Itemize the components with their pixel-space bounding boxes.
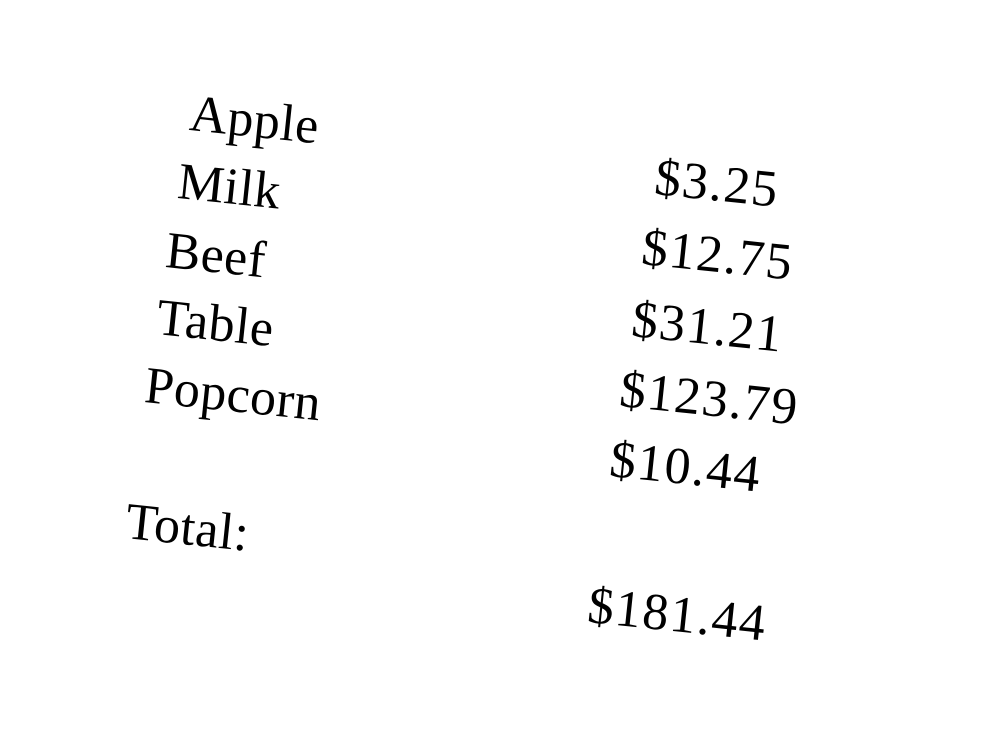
total-label: Total: [123,493,252,563]
item-name-milk: Milk [175,153,284,221]
item-price-5: $10.44 [607,431,765,504]
item-price-1: $3.25 [652,149,782,219]
item-price-3: $31.21 [629,291,787,364]
item-price-2: $12.75 [639,219,797,292]
item-name-popcorn: Popcorn [142,357,324,433]
item-name-beef: Beef [163,222,269,290]
item-name-apple: Apple [187,85,322,156]
total-value: $181.44 [585,577,770,653]
item-price-4: $123.79 [617,361,802,437]
item-name-table: Table [154,289,277,359]
